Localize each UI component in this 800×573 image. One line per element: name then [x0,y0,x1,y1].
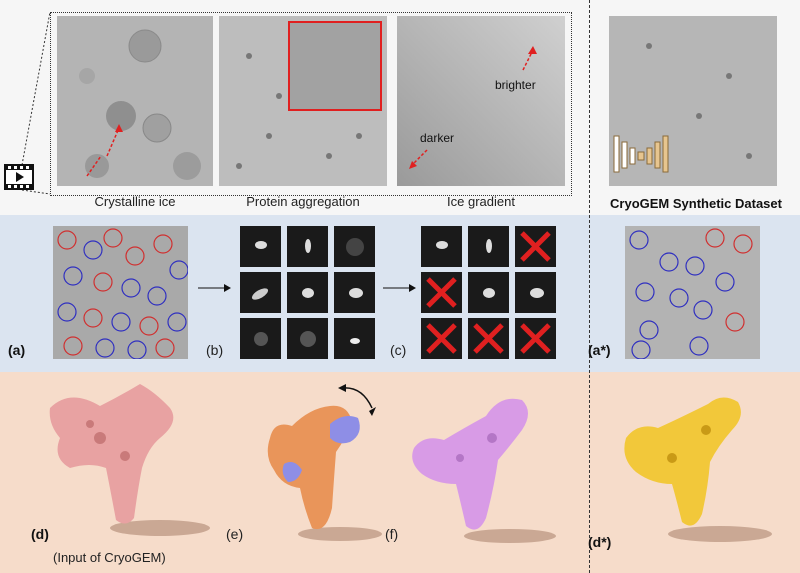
violet-volume-render [412,398,556,543]
rejected-class-tile [421,272,462,313]
section-divider [589,0,590,573]
rejected-class-tile [515,318,556,359]
reject-cross-icon [473,323,504,354]
label-e: (e) [226,526,244,542]
label-d: (d) [31,526,49,542]
label-c: (c) [390,342,407,358]
class-tile [334,318,375,359]
synthetic-micrograph [609,16,777,186]
label-a: (a) [8,342,26,358]
protein-aggregation-micrograph [219,16,387,186]
class-tile [287,226,328,267]
crystalline-ice-micrograph [57,16,213,186]
class-tile [240,318,281,359]
heterogeneity-volume-render [267,405,382,541]
synthetic-caption: CryoGEM Synthetic Dataset [610,196,782,211]
zoom-lines [21,11,51,195]
rejected-class-tile [468,318,509,359]
class-tile [421,226,462,267]
filtered-classes-grid [421,226,556,359]
class-averages-grid [240,226,375,359]
class-tile [334,226,375,267]
label-b: (b) [206,342,224,358]
label-d-star: (d*) [588,534,612,550]
class-tile [240,226,281,267]
darker-annotation: darker [420,131,455,145]
reject-cross-icon [426,277,457,308]
label-a-star: (a*) [588,342,611,358]
video-icon [4,164,34,190]
crystalline-ice-caption: Crystalline ice [94,194,176,209]
class-tile [468,272,509,313]
ice-gradient-micrograph [397,16,565,186]
rejected-class-tile [515,226,556,267]
class-tile [287,272,328,313]
arrow-a-to-b [198,284,231,292]
reject-cross-icon [520,323,551,354]
synthetic-picking-panel [625,226,760,359]
reject-cross-icon [520,231,551,262]
protein-aggregation-caption: Protein aggregation [246,194,360,209]
network-icon [613,135,669,173]
input-volume-render [49,384,210,536]
input-caption: (Input of CryoGEM) [53,550,166,565]
class-tile [468,226,509,267]
micrograph-frame [50,12,572,196]
rejected-class-tile [421,318,462,359]
reject-cross-icon [426,323,457,354]
arrow-b-to-c [383,284,416,292]
synthetic-volume-render [624,397,772,542]
ice-gradient-caption: Ice gradient [447,194,515,209]
particle-picking-panel [53,226,188,359]
class-tile [515,272,556,313]
rotate-arrow-icon [338,384,376,416]
label-f: (f) [385,526,399,542]
class-tile [334,272,375,313]
class-tile [287,318,328,359]
brighter-annotation: brighter [495,78,536,92]
class-tile [240,272,281,313]
